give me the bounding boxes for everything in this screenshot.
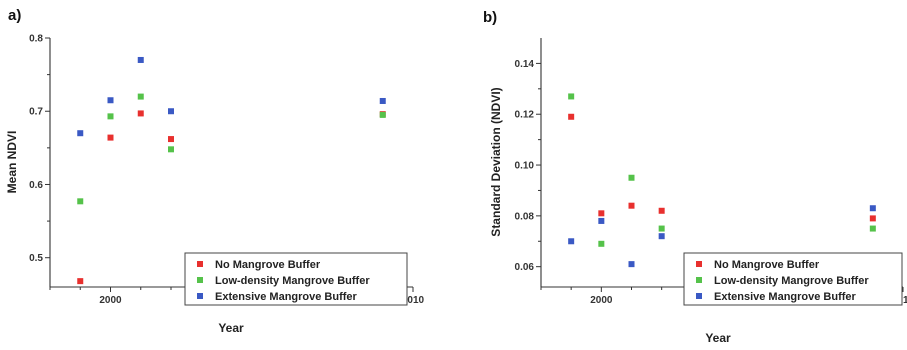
y-tick-label: 0.14 — [515, 59, 535, 70]
data-point-no-buffer — [628, 202, 635, 209]
legend-box — [683, 252, 903, 306]
data-point-extensive — [77, 130, 84, 137]
chart-panel-b: b)0.060.080.100.120.14200020052010YearSt… — [483, 9, 907, 345]
legend-marker — [197, 261, 203, 267]
x-tick-label: 2000 — [99, 295, 122, 306]
data-point-no-buffer — [869, 215, 876, 222]
legend-entry: No Mangrove Buffer — [714, 259, 820, 271]
legend-entry: Low-density Mangrove Buffer — [215, 275, 370, 287]
data-point-no-buffer — [107, 134, 114, 141]
legend-marker — [197, 277, 203, 283]
data-point-low-density — [658, 225, 665, 232]
panel-label: a) — [8, 7, 21, 24]
data-point-no-buffer — [568, 113, 575, 120]
data-point-no-buffer — [137, 110, 144, 117]
data-point-low-density — [168, 146, 174, 153]
legend-entry: Extensive Mangrove Buffer — [215, 291, 358, 303]
data-point-extensive — [658, 233, 665, 240]
chart-panel-a: a)0.50.60.70.8200020052010YearMean NDVIN… — [5, 7, 425, 335]
y-axis-title: Standard Deviation (NDVI) — [489, 87, 503, 236]
data-point-low-density — [107, 113, 114, 120]
data-point-low-density — [137, 93, 144, 100]
data-point-low-density — [869, 225, 876, 232]
y-tick-label: 0.08 — [515, 211, 535, 222]
data-point-no-buffer — [77, 278, 84, 285]
legend-marker — [197, 293, 203, 299]
data-point-no-buffer — [658, 207, 665, 214]
legend-entry: No Mangrove Buffer — [215, 259, 321, 271]
data-point-low-density — [628, 174, 635, 181]
data-point-low-density — [598, 240, 605, 247]
x-axis-title: Year — [705, 331, 731, 345]
data-point-extensive — [107, 97, 114, 104]
data-point-no-buffer — [598, 210, 605, 217]
data-point-no-buffer — [168, 136, 174, 143]
legend-marker — [696, 277, 702, 283]
data-point-low-density — [77, 198, 84, 205]
data-point-extensive — [379, 97, 386, 104]
data-point-extensive — [628, 261, 635, 268]
x-tick-label: 2000 — [590, 295, 613, 306]
data-point-extensive — [137, 56, 144, 63]
legend-entry: Low-density Mangrove Buffer — [714, 275, 869, 287]
data-point-low-density — [568, 93, 575, 100]
legend-box — [184, 252, 408, 306]
legend-entry: Extensive Mangrove Buffer — [714, 291, 857, 303]
x-axis-title: Year — [218, 321, 244, 335]
data-point-extensive — [869, 205, 876, 212]
legend: No Mangrove Buffer Low-density Mangrove B… — [184, 252, 408, 306]
y-axis-title: Mean NDVI — [5, 131, 19, 194]
y-tick-label: 0.10 — [515, 161, 535, 172]
legend: No Mangrove Buffer Low-density Mangrove B… — [683, 252, 903, 306]
x-tick-label: 2010 — [402, 295, 425, 306]
panel-label: b) — [483, 9, 497, 26]
y-tick-label: 0.06 — [515, 262, 535, 273]
data-point-extensive — [168, 108, 174, 115]
y-tick-label: 0.5 — [29, 253, 43, 264]
y-tick-label: 0.6 — [29, 180, 43, 191]
y-tick-label: 0.7 — [29, 107, 43, 118]
data-point-low-density — [379, 111, 386, 118]
y-tick-label: 0.12 — [515, 110, 535, 121]
data-point-extensive — [598, 217, 605, 224]
legend-marker — [696, 293, 702, 299]
data-point-extensive — [568, 238, 575, 245]
legend-marker — [696, 261, 702, 267]
y-tick-label: 0.8 — [29, 34, 43, 45]
